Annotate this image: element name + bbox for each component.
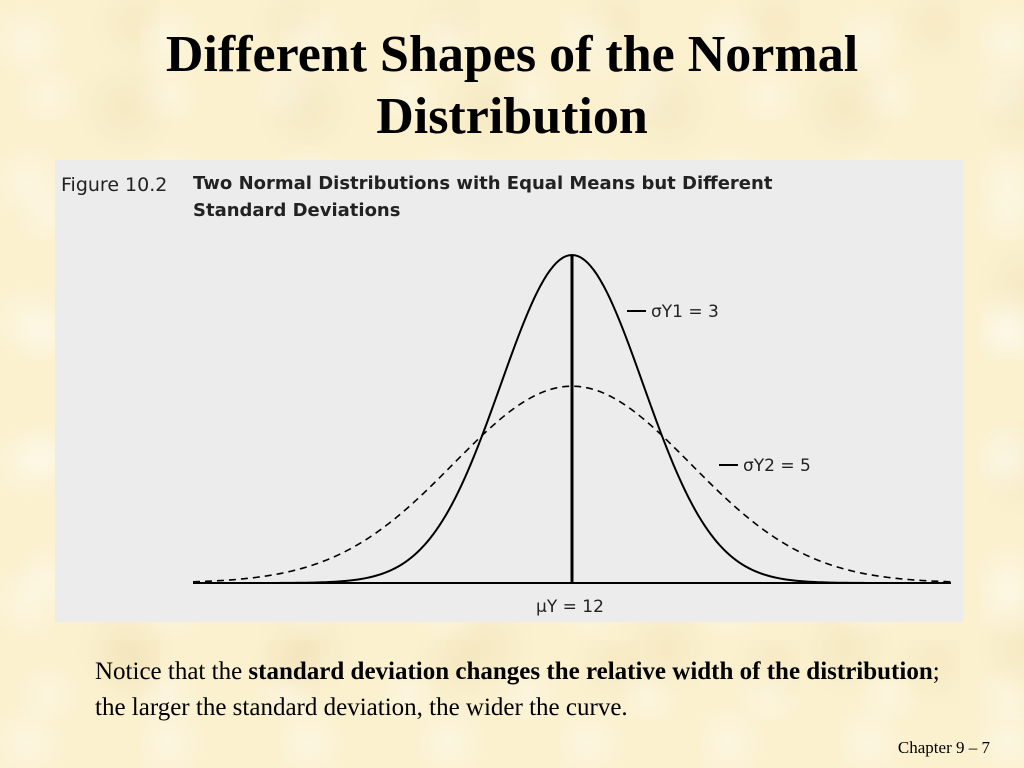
figure-panel: Figure 10.2 Two Normal Distributions wit… — [55, 160, 963, 622]
caption-bold: standard deviation changes the relative … — [248, 658, 933, 685]
legend-label-sd-3: σY1 = 3 — [651, 302, 719, 322]
caption-part-2: ; the larger the standard deviation, the… — [95, 658, 940, 721]
figure-title-line-1: Two Normal Distributions with Equal Mean… — [193, 173, 773, 194]
normal-distribution-chart: Figure 10.2 Two Normal Distributions wit… — [61, 173, 952, 617]
legend-label-sd-5: σY2 = 5 — [743, 456, 811, 476]
slide-footer: Chapter 9 – 7 — [897, 738, 990, 757]
mean-label: μY = 12 — [536, 597, 604, 617]
slide-title-line-2: Distribution — [376, 88, 648, 145]
curve-sd-3 — [193, 253, 951, 584]
slide-title-line-1: Different Shapes of the Normal — [165, 26, 859, 83]
caption-part-1: Notice that the — [95, 658, 249, 685]
caption: Notice that the standard deviation chang… — [95, 654, 955, 726]
figure-title-line-2: Standard Deviations — [193, 200, 400, 221]
slide-title: Different Shapes of the Normal Distribut… — [0, 24, 1024, 148]
figure-number: Figure 10.2 — [61, 174, 167, 196]
